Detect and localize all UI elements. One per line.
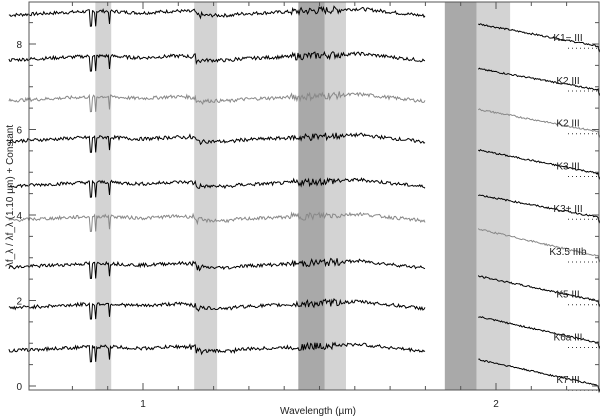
spectrum-line	[8, 5, 426, 27]
y-tick-label: 2	[16, 297, 22, 308]
spectrum-line	[8, 211, 426, 232]
series-label: K3 III	[556, 161, 579, 172]
spectrum-line-kband	[478, 194, 600, 226]
spectrum-line-kband	[477, 108, 600, 140]
series-labels: K1− III K2 III K2 III K3 III K3+ III K3.5 III…	[549, 33, 587, 386]
spectrum-line	[8, 132, 426, 153]
y-tick-label: 4	[16, 211, 22, 222]
x-tick-label: 1	[140, 399, 146, 410]
spectrum-line	[8, 177, 426, 198]
plot-frame	[28, 1, 600, 391]
shaded-telluric-bands	[95, 2, 511, 390]
series-label: K3+ III	[553, 204, 582, 215]
axis-ticks: 1 2 0 2 4 6 8	[16, 2, 599, 410]
spectrum-line-kband	[478, 23, 600, 55]
spectrum-line-kband	[477, 275, 600, 309]
x-tick-label: 2	[493, 399, 499, 410]
x-axis-label: Wavelength (µm)	[280, 406, 356, 417]
spectrum-line	[8, 341, 426, 363]
spectrum-line-kband	[478, 358, 600, 394]
spectrum-line-kband	[477, 67, 600, 98]
spectrum-line-kband	[477, 149, 600, 182]
spectrum-line	[8, 50, 426, 72]
series-label: K6a III	[554, 332, 583, 343]
series-label: K3.5 IIIb	[549, 247, 587, 258]
zero-level-markers	[568, 47, 598, 391]
shaded-band	[476, 2, 511, 390]
spectrum-line	[8, 257, 426, 279]
y-tick-label: 0	[16, 382, 22, 393]
series-label: K1− III	[553, 33, 582, 44]
y-tick-label: 6	[16, 126, 22, 137]
y-tick-label: 8	[16, 40, 22, 51]
series-label: K7 III	[556, 375, 579, 386]
shaded-band	[298, 2, 325, 390]
series-label: K2 III	[556, 119, 579, 130]
spectrum-line-kband	[478, 316, 600, 351]
y-axis-label: λf_λ / λf_λ (1.10 µm) + Constant	[5, 125, 16, 267]
shaded-band	[324, 2, 346, 390]
spectrum-line	[8, 91, 426, 113]
shaded-band	[95, 2, 112, 390]
shaded-band	[444, 2, 477, 390]
series-label: K2 III	[556, 76, 579, 87]
shaded-band	[194, 2, 218, 390]
spectra-series	[8, 5, 600, 394]
series-label: K5 III	[556, 290, 579, 301]
spectrum-line-kband	[477, 228, 600, 265]
spectrum-line	[8, 298, 426, 320]
